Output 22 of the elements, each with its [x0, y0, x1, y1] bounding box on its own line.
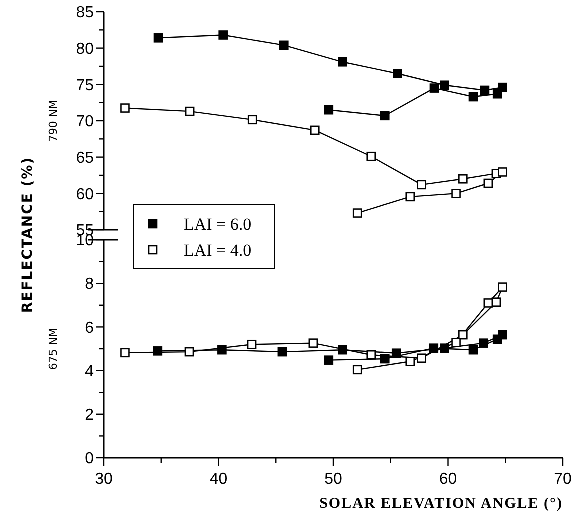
y-axis-title: 675 NM — [47, 328, 60, 370]
y-tick-label: 4 — [85, 363, 94, 380]
y-tick-label: 6 — [85, 320, 94, 337]
y-tick-label: 8 — [85, 276, 94, 294]
y-tick-label: 65 — [76, 150, 94, 167]
y-axis-title: 790 NM — [47, 100, 60, 142]
legend-label: LAI = 6.0 — [184, 214, 252, 234]
y-tick-label: 80 — [76, 40, 94, 58]
y-tick-label: 70 — [76, 114, 94, 131]
text: REFLECTANCE (%) — [20, 156, 36, 314]
x-tick-label: 50 — [324, 471, 342, 488]
y-tick-label: 85 — [76, 4, 94, 22]
x-axis-title: SOLAR ELEVATION ANGLE (°) — [320, 496, 563, 512]
y-tick-label: 75 — [76, 77, 94, 94]
x-tick-label: 40 — [210, 471, 228, 488]
x-tick-label: 70 — [554, 471, 572, 488]
x-tick-label: 30 — [95, 471, 113, 488]
x-tick-label: 60 — [439, 471, 458, 488]
legend-label: LAI = 4.0 — [184, 240, 252, 260]
y-tick-label: 0 — [85, 450, 94, 468]
y-tick-label: 2 — [85, 407, 94, 424]
y-tick-label: 60 — [76, 186, 94, 204]
